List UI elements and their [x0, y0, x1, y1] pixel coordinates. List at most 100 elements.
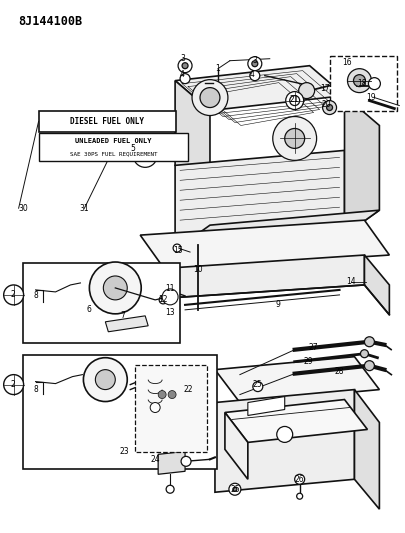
Circle shape — [367, 78, 379, 90]
Circle shape — [200, 87, 220, 108]
Text: 2: 2 — [10, 290, 15, 300]
Circle shape — [272, 117, 316, 160]
Circle shape — [133, 143, 157, 167]
Circle shape — [166, 485, 174, 493]
Circle shape — [168, 391, 176, 399]
Text: 22: 22 — [183, 385, 192, 394]
Text: 13: 13 — [165, 309, 175, 317]
Polygon shape — [364, 255, 388, 315]
Circle shape — [173, 244, 181, 252]
Bar — [38, 110, 176, 133]
Text: 28: 28 — [334, 367, 343, 376]
Circle shape — [364, 337, 373, 347]
Text: 17: 17 — [319, 84, 328, 93]
Circle shape — [228, 483, 240, 495]
Circle shape — [294, 474, 304, 484]
Circle shape — [276, 426, 292, 442]
Polygon shape — [175, 150, 344, 250]
Circle shape — [4, 285, 23, 305]
Text: 20: 20 — [321, 100, 330, 109]
Text: 19: 19 — [366, 93, 375, 102]
Polygon shape — [344, 95, 378, 235]
Text: 25: 25 — [230, 484, 239, 494]
Circle shape — [360, 350, 367, 358]
Text: SAE 30PS FUEL REQUIREMENT: SAE 30PS FUEL REQUIREMENT — [69, 151, 157, 156]
Circle shape — [249, 71, 259, 80]
Polygon shape — [175, 210, 378, 250]
Circle shape — [89, 262, 141, 314]
Text: 16: 16 — [342, 58, 352, 67]
Circle shape — [322, 101, 336, 115]
Circle shape — [4, 375, 23, 394]
Circle shape — [95, 370, 115, 390]
Circle shape — [150, 402, 160, 413]
Text: UNLEADED FUEL ONLY: UNLEADED FUEL ONLY — [75, 139, 151, 144]
Text: 18: 18 — [356, 79, 365, 88]
Text: 2: 2 — [10, 380, 15, 389]
Text: 3: 3 — [252, 56, 257, 65]
Bar — [135, 365, 207, 453]
Polygon shape — [214, 357, 378, 402]
Text: 12: 12 — [158, 295, 168, 304]
Circle shape — [162, 289, 178, 305]
Circle shape — [181, 63, 188, 69]
Text: 8: 8 — [33, 292, 38, 301]
Circle shape — [353, 75, 364, 87]
Circle shape — [83, 358, 127, 401]
Bar — [329, 56, 396, 110]
Polygon shape — [224, 413, 247, 479]
Text: 4: 4 — [249, 70, 254, 79]
Text: 24: 24 — [150, 455, 160, 464]
Circle shape — [326, 104, 332, 110]
Circle shape — [347, 69, 371, 93]
Circle shape — [364, 361, 373, 370]
Text: 27: 27 — [308, 343, 318, 352]
Text: 8: 8 — [33, 385, 38, 394]
Polygon shape — [105, 316, 148, 332]
Text: 7: 7 — [119, 311, 124, 320]
Circle shape — [247, 56, 261, 71]
Circle shape — [103, 276, 127, 300]
Text: 23: 23 — [119, 447, 129, 456]
Bar — [23, 354, 216, 469]
Text: 29: 29 — [303, 357, 313, 366]
Circle shape — [159, 296, 167, 304]
Text: 25: 25 — [252, 380, 262, 389]
Circle shape — [298, 83, 314, 99]
Polygon shape — [158, 451, 185, 474]
Polygon shape — [224, 400, 367, 442]
Polygon shape — [140, 220, 388, 270]
Polygon shape — [175, 80, 209, 195]
Polygon shape — [354, 390, 378, 509]
Circle shape — [284, 128, 304, 148]
Text: DIESEL FUEL ONLY: DIESEL FUEL ONLY — [70, 117, 144, 126]
Polygon shape — [214, 390, 354, 492]
Text: 30: 30 — [19, 204, 28, 213]
Bar — [23, 263, 180, 343]
Bar — [38, 133, 188, 161]
Text: 9: 9 — [275, 301, 279, 309]
Circle shape — [178, 59, 192, 72]
Text: 8J144100B: 8J144100B — [19, 15, 83, 28]
Text: 5: 5 — [130, 144, 135, 153]
Polygon shape — [140, 255, 364, 300]
Polygon shape — [247, 397, 284, 416]
Circle shape — [252, 382, 262, 392]
Text: 4: 4 — [179, 70, 184, 79]
Circle shape — [251, 61, 257, 67]
Text: 11: 11 — [165, 285, 175, 294]
Circle shape — [232, 487, 236, 491]
Text: 3: 3 — [180, 54, 185, 63]
Text: 21: 21 — [289, 95, 299, 104]
Polygon shape — [175, 66, 344, 110]
Text: 10: 10 — [193, 265, 202, 274]
Circle shape — [192, 79, 227, 116]
Circle shape — [296, 493, 302, 499]
Text: 14: 14 — [346, 278, 356, 286]
Circle shape — [181, 456, 191, 466]
Circle shape — [180, 74, 190, 84]
Text: 26: 26 — [294, 475, 304, 484]
Text: 6: 6 — [87, 305, 92, 314]
Circle shape — [158, 391, 166, 399]
Text: 31: 31 — [79, 204, 89, 213]
